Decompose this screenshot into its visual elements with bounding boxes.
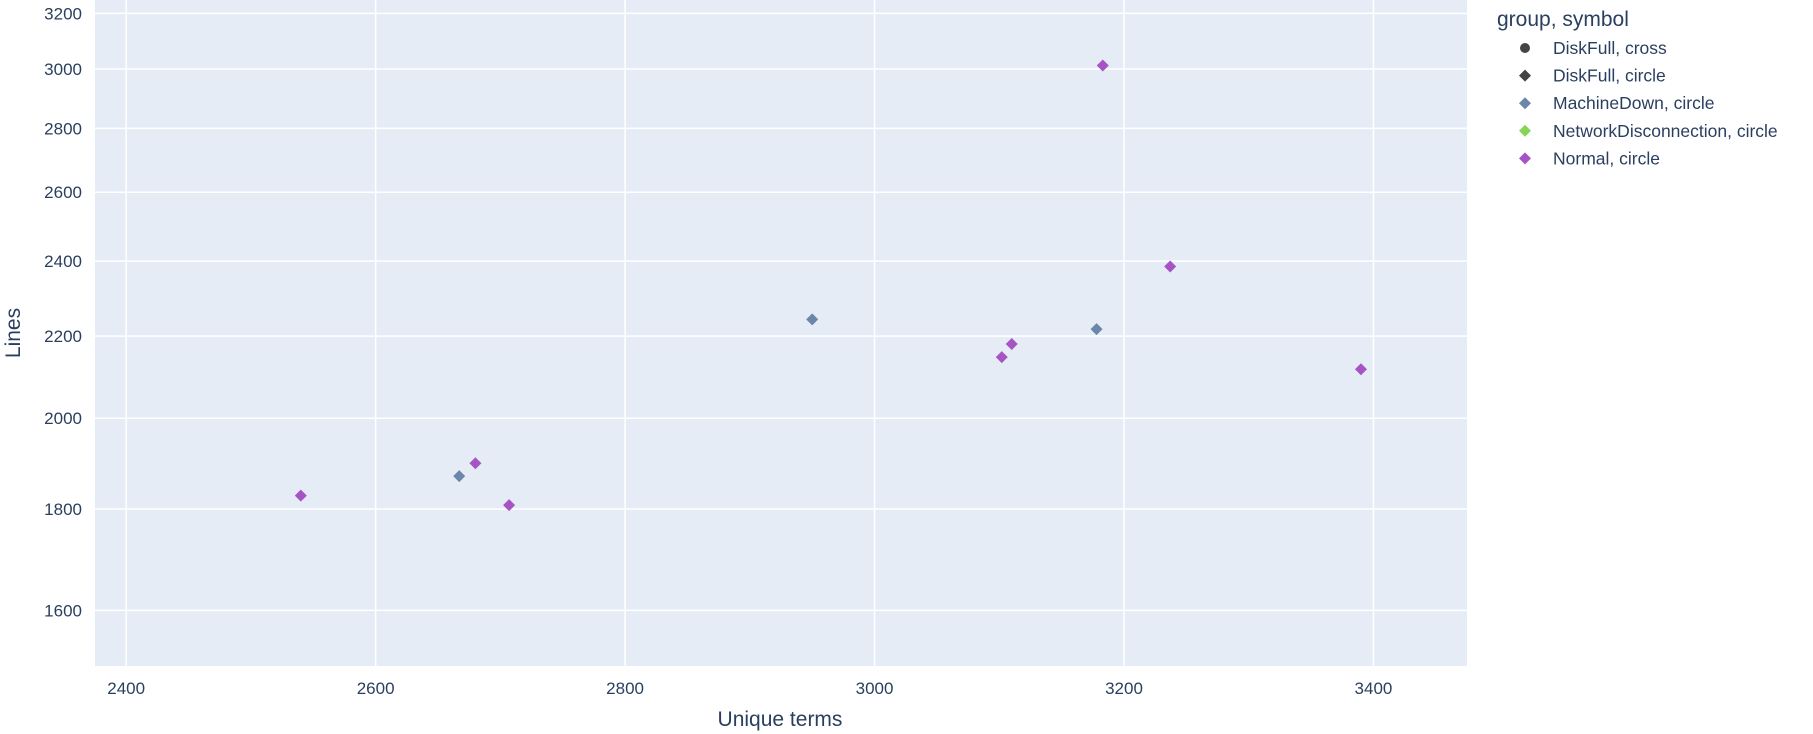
legend: group, symbol DiskFull, cross DiskFull, c… <box>1497 8 1778 168</box>
y-tick-label: 2000 <box>44 409 82 428</box>
legend-label: NetworkDisconnection, circle <box>1553 121 1778 141</box>
data-point <box>453 470 466 483</box>
data-point <box>806 313 819 326</box>
legend-label: Normal, circle <box>1553 148 1660 168</box>
plot-background <box>95 0 1467 666</box>
legend-marker <box>1519 97 1531 110</box>
data-point <box>1164 260 1177 273</box>
x-tick-labels: 2400 2600 2800 3000 3200 3400 <box>107 679 1392 698</box>
legend-title: group, symbol <box>1497 8 1629 31</box>
data-point <box>1354 363 1367 376</box>
legend-marker <box>1520 43 1530 53</box>
y-axis-title: Lines <box>2 308 25 358</box>
y-tick-label: 2800 <box>44 119 82 138</box>
x-tick-label: 3400 <box>1355 679 1393 698</box>
data-points <box>294 59 1367 512</box>
data-point <box>503 499 516 512</box>
y-tick-label: 3200 <box>44 4 82 23</box>
y-tick-label: 2400 <box>44 252 82 271</box>
y-tick-label: 2200 <box>44 327 82 346</box>
data-point <box>1090 323 1103 336</box>
y-tick-labels: 1600 1800 2000 2200 2400 2600 2800 3000 3200 <box>44 4 82 620</box>
x-tick-label: 2600 <box>357 679 395 698</box>
x-tick-label: 3000 <box>856 679 894 698</box>
data-point <box>294 489 307 502</box>
y-tick-label: 1600 <box>44 601 82 620</box>
y-tick-label: 2600 <box>44 183 82 202</box>
data-point <box>1005 337 1018 350</box>
data-point <box>469 457 482 470</box>
legend-marker <box>1519 152 1531 165</box>
y-tick-label: 3000 <box>44 60 82 79</box>
legend-label: DiskFull, cross <box>1553 38 1667 58</box>
legend-marker <box>1519 69 1531 82</box>
x-axis-title: Unique terms <box>718 708 843 731</box>
y-tick-label: 1800 <box>44 500 82 519</box>
x-tick-label: 3200 <box>1105 679 1143 698</box>
data-point <box>995 351 1008 364</box>
x-tick-label: 2400 <box>107 679 145 698</box>
legend-marker <box>1519 124 1531 137</box>
data-point <box>1096 59 1109 72</box>
grid-lines <box>95 0 1467 666</box>
legend-label: MachineDown, circle <box>1553 93 1714 113</box>
x-tick-label: 2800 <box>606 679 644 698</box>
legend-label: DiskFull, circle <box>1553 66 1666 86</box>
